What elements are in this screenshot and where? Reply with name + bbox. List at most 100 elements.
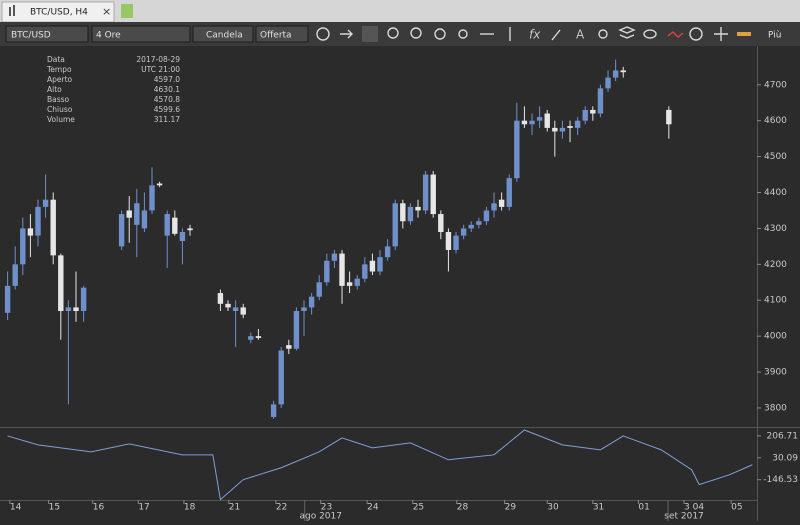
x-tick-label: 22 — [276, 503, 287, 513]
candle-body — [187, 228, 193, 231]
info-label: Basso — [47, 95, 70, 104]
candle-body — [590, 109, 596, 114]
sentiment-icon[interactable] — [737, 32, 751, 36]
x-tick-label: 30 — [547, 503, 559, 513]
candle-body — [293, 311, 300, 349]
y-tick-label: 4600 — [764, 116, 787, 126]
candle-body — [301, 307, 307, 312]
candle-body — [346, 282, 353, 286]
info-value: 4630.1 — [154, 85, 180, 94]
y-tick-label: 30.09 — [772, 453, 798, 463]
tab-icon — [9, 7, 11, 16]
candle-body — [536, 117, 543, 121]
info-value: UTC 21:00 — [141, 65, 180, 74]
candle-body — [422, 174, 429, 211]
symbol: BTC/USD — [11, 31, 51, 41]
chart-type-select[interactable] — [192, 25, 254, 43]
tab-close[interactable]: × — [102, 5, 111, 18]
y-tick-label: 4700 — [764, 80, 787, 90]
info-icon[interactable] — [689, 27, 703, 41]
magnet-icon[interactable] — [458, 29, 468, 39]
candle-body — [126, 210, 132, 218]
x-tick-label: 3 04 — [684, 503, 704, 513]
candle-body — [255, 336, 262, 338]
symbol-select[interactable] — [5, 25, 89, 43]
info-label: Alto — [47, 85, 62, 94]
candle-body — [118, 214, 125, 247]
info-label: Tempo — [46, 65, 72, 74]
candle-body — [666, 109, 672, 125]
x-tick-label: 25 — [413, 503, 424, 513]
zoom-out-icon[interactable] — [410, 27, 422, 39]
x-tick-label: 01 — [638, 503, 649, 513]
x-tick-label: 16 — [93, 503, 105, 513]
candle-body — [460, 228, 467, 236]
y-tick-label: -146.53 — [763, 475, 798, 485]
candle-body — [521, 120, 528, 125]
price: Offerta — [260, 31, 292, 41]
period-select[interactable] — [91, 25, 191, 43]
y-tick-label: 206.71 — [767, 431, 799, 441]
candle-body — [430, 174, 436, 215]
candle-body — [278, 350, 284, 405]
candle-body — [453, 235, 459, 250]
candle-body — [331, 253, 338, 261]
candle-body — [620, 70, 626, 73]
x-tick-label: 14 — [10, 503, 22, 513]
crosshair-icon[interactable] — [714, 27, 728, 41]
view-icon[interactable] — [643, 29, 657, 39]
zoom-in-icon[interactable] — [387, 27, 399, 39]
time-axis-border — [0, 500, 757, 501]
info-label: Volume — [47, 115, 75, 124]
reset-icon[interactable] — [434, 28, 446, 40]
scroll-icon[interactable] — [340, 29, 353, 39]
candle-body — [362, 264, 368, 279]
draw-icon[interactable] — [551, 29, 561, 41]
y-tick-label: 4100 — [764, 296, 787, 306]
objects-icon[interactable] — [598, 29, 608, 39]
candle-body — [149, 185, 155, 211]
x-tick-label: 18 — [184, 503, 196, 513]
layers-icon[interactable] — [618, 26, 636, 39]
candle-body — [400, 203, 406, 222]
alerts-icon[interactable] — [667, 31, 684, 38]
candle-body — [392, 203, 398, 247]
price-select[interactable] — [255, 25, 309, 43]
info-label: Data — [47, 55, 65, 64]
candle-body — [369, 260, 376, 272]
lock-button[interactable] — [362, 26, 378, 42]
candle-body — [286, 345, 292, 349]
candle-body — [42, 199, 49, 207]
refresh-icon[interactable] — [316, 27, 330, 41]
candle-body — [597, 88, 604, 114]
candle-body — [552, 127, 558, 132]
candle-body — [80, 287, 87, 312]
candle-body — [384, 246, 391, 258]
candle-body — [156, 183, 163, 186]
y-tick-label: 4300 — [764, 224, 787, 234]
toolbar-icons: fx A — [316, 26, 751, 42]
candle-body — [324, 260, 330, 283]
candle-body — [544, 113, 550, 128]
more-menu[interactable]: Più — [768, 31, 781, 41]
info-panel: Data 2017-08-29 Tempo UTC 21:00 Aperto 4597.0… — [46, 55, 180, 124]
candle-body — [35, 206, 41, 236]
new-chart-button[interactable] — [121, 4, 133, 18]
y-tick-label: 4400 — [764, 188, 787, 198]
x-tick-label: 17 — [138, 503, 149, 513]
text-tool-icon[interactable]: A — [576, 28, 585, 42]
candle-body — [574, 120, 581, 128]
info-value: 4570.8 — [154, 95, 180, 104]
candle-body — [407, 206, 414, 222]
x-tick-label: 15 — [49, 503, 60, 513]
price-axis-border — [757, 46, 758, 521]
info-value: 311.17 — [154, 115, 180, 124]
info-label: Chiuso — [47, 105, 73, 114]
candle-body — [468, 224, 474, 229]
y-tick-label: 4500 — [764, 152, 787, 162]
candle-body — [514, 120, 520, 179]
y-tick-label: 4000 — [764, 332, 787, 342]
candle-body — [217, 293, 224, 304]
indicators-icon[interactable]: fx — [529, 28, 541, 42]
